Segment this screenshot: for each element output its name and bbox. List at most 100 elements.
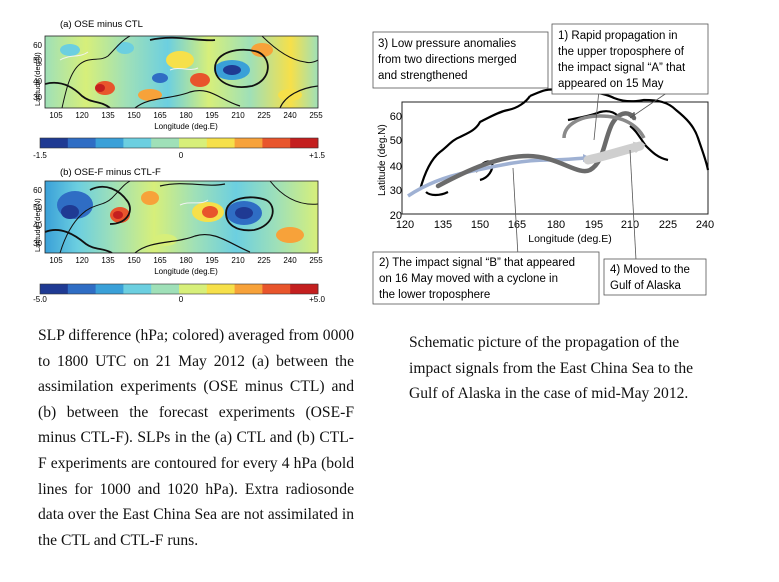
colorbar-segment [290, 284, 319, 294]
note2-line: on 16 May moved with a cyclone in [379, 273, 558, 285]
colorbar-segment [234, 284, 263, 294]
schematic-xtick: 150 [471, 219, 489, 231]
schematic-xtick: 135 [434, 219, 452, 231]
colorbar-segment [179, 284, 208, 294]
panel-b-xtick: 150 [127, 256, 141, 265]
figure-caption-left: SLP difference (hPa; colored) averaged f… [38, 327, 354, 549]
panel-b-ytick: 50 [33, 203, 42, 212]
colorbar-segment [123, 138, 152, 148]
note4-line: Gulf of Alaska [610, 280, 682, 292]
panel-a-xtick: 135 [101, 111, 115, 120]
panel-b-xtick: 135 [101, 256, 115, 265]
colorbar-segment [179, 138, 208, 148]
panel-b-xtick: 180 [179, 256, 193, 265]
panel-b-xtick: 165 [153, 256, 167, 265]
note2-leader [512, 167, 519, 257]
colorbar-segment [40, 138, 69, 148]
panel-a-ytick: 40 [33, 77, 42, 86]
panel-a-ylabel: Latitude (deg.N) [33, 52, 42, 106]
colorbar-segment [206, 138, 235, 148]
schematic-ylabel: Latitude (deg.N) [377, 124, 388, 196]
note1-box: 1) Rapid propagation in the upper tropos… [551, 23, 709, 95]
panel-a-xtick: 240 [283, 111, 297, 120]
schematic-ytick: 40 [390, 161, 402, 173]
panel-b-xtick: 105 [49, 256, 63, 265]
schematic-ytick: 30 [390, 185, 402, 197]
panel-b-xtick: 120 [75, 256, 89, 265]
panel-b-colorbar-zero: 0 [179, 295, 184, 304]
panel-a-title: (a) OSE minus CTL [60, 19, 143, 30]
panel-a-colorbar-min: -1.5 [33, 151, 47, 160]
schematic-plot-frame [401, 101, 709, 215]
colorbar-segment [67, 284, 96, 294]
note1-line: appeared on 15 May [558, 78, 664, 90]
colorbar-segment [95, 138, 124, 148]
schematic-ytick: 60 [390, 111, 402, 123]
figure-caption-right: Schematic picture of the propagation of … [409, 334, 694, 403]
merged-anomaly-arrow [583, 141, 646, 165]
note4-box: 4) Moved to the Gulf of Alaska [603, 258, 707, 296]
panel-a-xtick: 180 [179, 111, 193, 120]
panel-a-xtick: 105 [49, 111, 63, 120]
panel-a-ytick: 50 [33, 56, 42, 65]
panel-a-xtick: 225 [257, 111, 271, 120]
colorbar-segment [262, 138, 291, 148]
colorbar-segment [151, 284, 180, 294]
panel-a-xtick: 150 [127, 111, 141, 120]
colorbar-segment [290, 138, 319, 148]
panel-b-ytick: 30 [33, 239, 42, 248]
colorbar-segment [151, 138, 180, 148]
schematic-ytick: 20 [390, 210, 402, 222]
schematic-xtick: 180 [547, 219, 565, 231]
schematic-xtick: 240 [696, 219, 714, 231]
panel-b-xtick: 255 [309, 256, 323, 265]
slp-difference-figure: (a) OSE minus CTL Latitude (deg.N) 60 50… [33, 19, 325, 304]
colorbar-segment [123, 284, 152, 294]
signal-b-lower-path [407, 154, 591, 198]
panel-b-colorbar: -5.0 0 +5.0 [33, 283, 325, 304]
note3-line: from two directions merged [378, 54, 517, 66]
panel-a-xtick: 255 [309, 111, 323, 120]
note4-line: 4) Moved to the [610, 264, 690, 276]
colorbar-segment [40, 284, 69, 294]
note2-line: the lower troposphere [379, 289, 490, 301]
schematic-xtick: 120 [396, 219, 414, 231]
panel-a-xlabel: Longitude (deg.E) [154, 122, 218, 131]
panel-b-ytick: 40 [33, 221, 42, 230]
panel-a-colorbar-max: +1.5 [309, 151, 325, 160]
panel-a-colorbar-zero: 0 [179, 151, 184, 160]
colorbar-frame [39, 283, 319, 295]
schematic-xtick: 225 [659, 219, 677, 231]
panel-a-ytick: 30 [33, 93, 42, 102]
colorbar-segment [67, 138, 96, 148]
panel-a-xtick: 195 [205, 111, 219, 120]
note4-leader [629, 149, 637, 261]
panel-b-ytick: 60 [33, 186, 42, 195]
note3-line: 3) Low pressure anomalies [378, 38, 516, 50]
colorbar-segment [262, 284, 291, 294]
note1-line: the upper troposphere of [558, 46, 685, 58]
note3-line: and strengthened [378, 70, 468, 82]
note3-box: 3) Low pressure anomalies from two direc… [372, 31, 549, 89]
panel-b-ylabel: Latitude (deg.N) [33, 198, 42, 252]
schematic-ytick: 50 [390, 135, 402, 147]
propagation-paths [407, 111, 646, 198]
panel-b-map [45, 181, 318, 253]
note1-line: the impact signal “A” that [558, 62, 686, 74]
schematic-xtick: 210 [621, 219, 639, 231]
panel-a-colorbar: -1.5 0 +1.5 [33, 137, 325, 160]
schematic-xlabel: Longitude (deg.E) [528, 233, 611, 245]
note2-line: 2) The impact signal “B” that appeared [379, 257, 575, 269]
panel-a-map [45, 36, 318, 108]
panel-a-ytick: 60 [33, 41, 42, 50]
panel-b-xtick: 225 [257, 256, 271, 265]
note2-box: 2) The impact signal “B” that appeared o… [372, 251, 600, 305]
schematic-xtick: 195 [585, 219, 603, 231]
panel-b-xtick: 210 [231, 256, 245, 265]
signal-a-loop [562, 114, 646, 139]
panel-b-xtick: 195 [205, 256, 219, 265]
panel-b-colorbar-max: +5.0 [309, 295, 325, 304]
panel-a-xtick: 165 [153, 111, 167, 120]
panel-b-xtick: 240 [283, 256, 297, 265]
colorbar-segment [206, 284, 235, 294]
